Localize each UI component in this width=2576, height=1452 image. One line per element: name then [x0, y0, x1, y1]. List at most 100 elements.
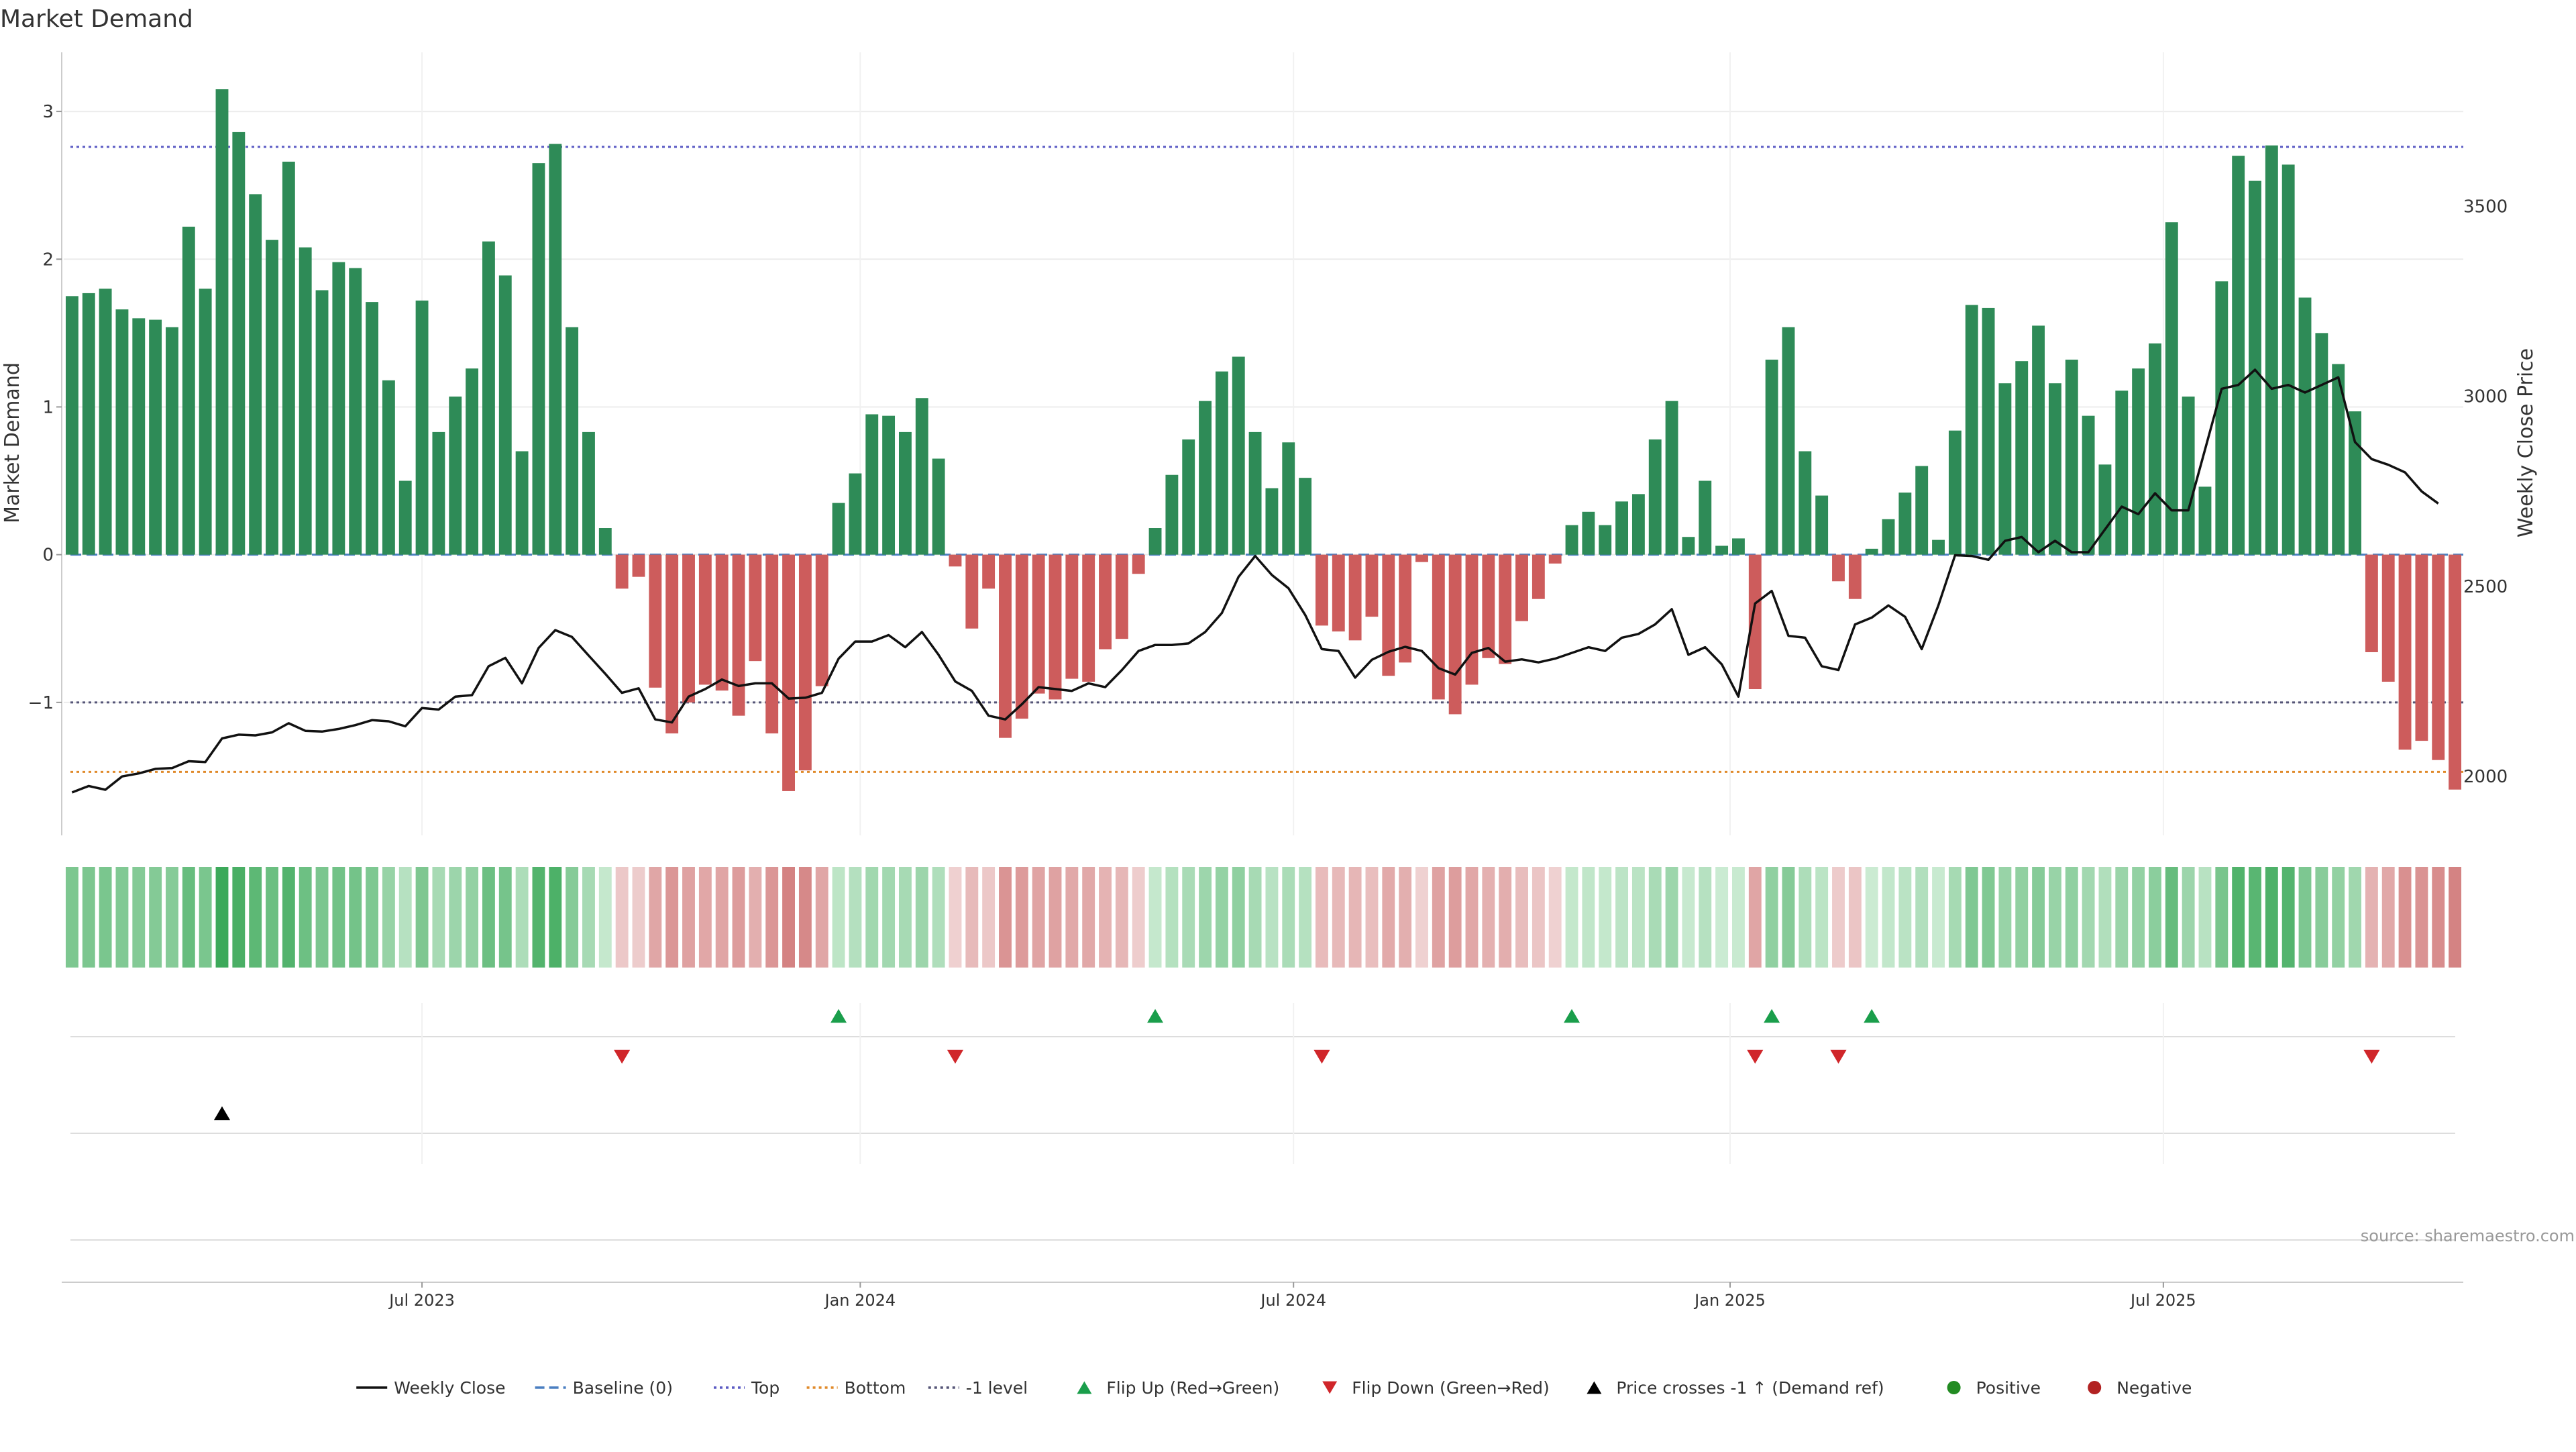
- heat-cell: [1915, 867, 1929, 968]
- demand-bar: [1748, 554, 1762, 690]
- demand-bar: [2198, 486, 2212, 555]
- heat-cell: [1165, 867, 1179, 968]
- flip-down-marker: [1313, 1049, 1330, 1064]
- heat-cell: [1898, 867, 1912, 968]
- heat-cell: [582, 867, 595, 968]
- demand-bar: [1432, 554, 1445, 700]
- heat-cell: [1515, 867, 1528, 968]
- heat-cell: [849, 867, 862, 968]
- y-right-tick-label: 2000: [2463, 767, 2508, 787]
- heat-cell: [732, 867, 745, 968]
- demand-bar: [2149, 343, 2161, 555]
- demand-bar: [898, 431, 912, 555]
- demand-bar: [1965, 305, 1978, 555]
- demand-bar: [2381, 554, 2395, 682]
- demand-bar: [999, 554, 1012, 738]
- heat-cell: [498, 867, 512, 968]
- legend-symbol-price_cross: [1587, 1381, 1602, 1394]
- demand-bar: [2082, 415, 2095, 555]
- demand-bar: [1065, 554, 1079, 679]
- demand-bar: [2315, 333, 2328, 555]
- demand-bar: [1615, 501, 1629, 555]
- heat-cell: [1348, 867, 1362, 968]
- demand-bar: [615, 554, 629, 589]
- heat-cell: [2182, 867, 2195, 968]
- heat-cell: [2165, 867, 2178, 968]
- demand-bar: [1232, 356, 1245, 555]
- demand-bars: [65, 89, 2462, 791]
- heat-cell: [1932, 867, 1945, 968]
- heat-cell: [249, 867, 262, 968]
- heat-cell: [2398, 867, 2412, 968]
- demand-bar: [1732, 538, 1745, 555]
- demand-bar: [1599, 525, 1612, 555]
- heat-cell: [1715, 867, 1729, 968]
- heat-cell: [1982, 867, 1995, 968]
- demand-bar: [1248, 431, 1262, 555]
- demand-bar: [1765, 359, 1778, 555]
- heat-cell: [1015, 867, 1028, 968]
- demand-bar: [1715, 546, 1729, 555]
- demand-bar: [1448, 554, 1462, 715]
- heat-cell: [1648, 867, 1662, 968]
- reference-lines: [70, 146, 2463, 773]
- demand-bar: [1631, 494, 1645, 555]
- demand-bar: [982, 554, 996, 589]
- demand-bar: [849, 473, 862, 555]
- heat-cell: [1631, 867, 1645, 968]
- legend-label-minus_one: -1 level: [966, 1378, 1028, 1398]
- heat-cell: [1232, 867, 1245, 968]
- demand-bar: [882, 415, 896, 555]
- demand-bar: [1332, 554, 1345, 632]
- heat-cell: [1532, 867, 1545, 968]
- demand-bar: [2182, 397, 2195, 555]
- demand-bar: [498, 275, 512, 555]
- heat-cell: [1215, 867, 1228, 968]
- heat-cell: [2015, 867, 2029, 968]
- y-left-tick-label: 1: [42, 397, 54, 417]
- demand-bar: [1382, 554, 1395, 676]
- heat-cell: [115, 867, 129, 968]
- heat-cell: [1682, 867, 1695, 968]
- heat-cell: [1399, 867, 1412, 968]
- demand-bar: [1815, 495, 1829, 555]
- demand-bar: [182, 226, 195, 555]
- demand-bar: [166, 327, 178, 555]
- demand-bar: [398, 480, 412, 555]
- demand-bar: [2249, 180, 2261, 555]
- demand-bar: [1132, 554, 1145, 574]
- heat-cell: [349, 867, 362, 968]
- demand-bar: [1115, 554, 1128, 639]
- heat-cell: [1115, 867, 1128, 968]
- legend-symbol-negative: [2088, 1381, 2102, 1394]
- legend-label-weekly_close: Weekly Close: [394, 1378, 505, 1398]
- heat-cell: [1182, 867, 1195, 968]
- heat-cell: [1815, 867, 1829, 968]
- y-right-tick-label: 3000: [2463, 387, 2508, 407]
- heat-cell: [865, 867, 879, 968]
- demand-bar: [2282, 164, 2295, 555]
- heat-cell: [1948, 867, 1962, 968]
- demand-bar: [598, 528, 612, 555]
- heat-cell: [432, 867, 445, 968]
- x-tick-label: Jul 2023: [388, 1291, 455, 1310]
- demand-bar: [332, 262, 345, 555]
- heat-cell: [1782, 867, 1795, 968]
- heat-cell: [65, 867, 78, 968]
- demand-bar: [215, 89, 229, 555]
- heat-cell: [282, 867, 295, 968]
- demand-bar: [1865, 548, 1878, 555]
- demand-bar: [632, 554, 645, 577]
- y-left-tick-label: −1: [28, 693, 54, 713]
- demand-bar: [515, 451, 529, 555]
- flip-up-marker: [1147, 1008, 1164, 1023]
- heat-cell: [1248, 867, 1262, 968]
- heat-cell: [1765, 867, 1778, 968]
- demand-bar: [2298, 297, 2312, 555]
- demand-bar: [949, 554, 962, 567]
- y-left-tick-label: 0: [42, 546, 54, 566]
- heat-cell: [2065, 867, 2078, 968]
- heat-cell: [2381, 867, 2395, 968]
- legend-label-bottom: Bottom: [845, 1378, 906, 1398]
- y-right-tick-label: 2500: [2463, 577, 2508, 597]
